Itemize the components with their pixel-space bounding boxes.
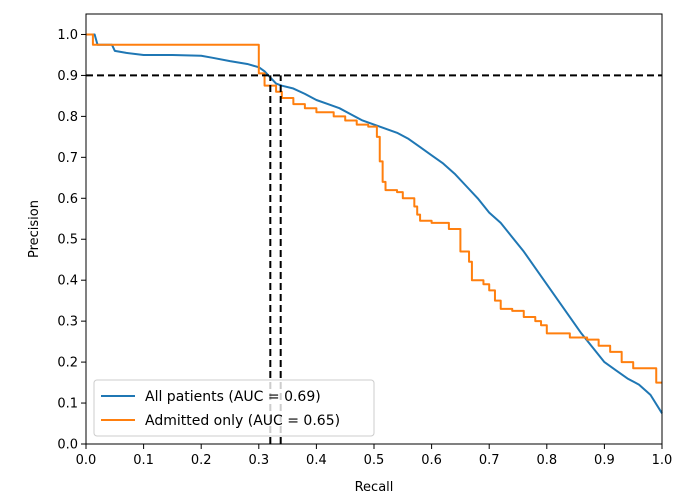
x-tick-label: 0.1 [133,453,154,468]
legend-label-admitted-only: Admitted only (AUC = 0.65) [145,413,340,429]
x-tick-label: 0.6 [421,453,442,468]
legend: All patients (AUC = 0.69) Admitted only … [93,379,375,437]
x-axis-ticks: 0.0 0.1 0.2 0.3 0.4 0.5 0.6 0.7 0.8 0.9 1.0 [76,444,673,468]
x-tick-label: 0.0 [76,453,97,468]
y-axis-ticks: 0.0 0.1 0.2 0.3 0.4 0.5 0.6 0.7 0.8 0.9 1.0 [57,28,86,453]
x-axis-label: Recall [355,480,394,495]
y-axis-label: Precision [27,200,42,258]
x-tick-label: 0.3 [248,453,269,468]
y-tick-label: 1.0 [57,28,78,43]
y-tick-label: 0.1 [57,397,78,412]
y-tick-label: 0.5 [57,233,78,248]
series-line-0 [86,33,663,414]
x-tick-label: 0.5 [364,453,385,468]
y-tick-label: 0.2 [57,356,78,371]
x-tick-label: 0.4 [306,453,327,468]
x-tick-label: 0.8 [536,453,557,468]
y-tick-label: 0.4 [57,274,78,289]
x-tick-label: 0.7 [479,453,500,468]
y-tick-label: 0.9 [57,69,78,84]
series-line-1 [86,33,662,384]
legend-frame [93,379,375,437]
y-tick-label: 0.0 [57,438,78,453]
x-tick-label: 1.0 [652,453,673,468]
plot-content [86,33,663,414]
x-tick-label: 0.9 [594,453,615,468]
y-tick-label: 0.7 [57,151,78,166]
y-tick-label: 0.8 [57,110,78,125]
y-tick-label: 0.6 [57,192,78,207]
legend-label-all-patients: All patients (AUC = 0.69) [145,389,321,405]
y-tick-label: 0.3 [57,315,78,330]
x-tick-label: 0.2 [191,453,212,468]
